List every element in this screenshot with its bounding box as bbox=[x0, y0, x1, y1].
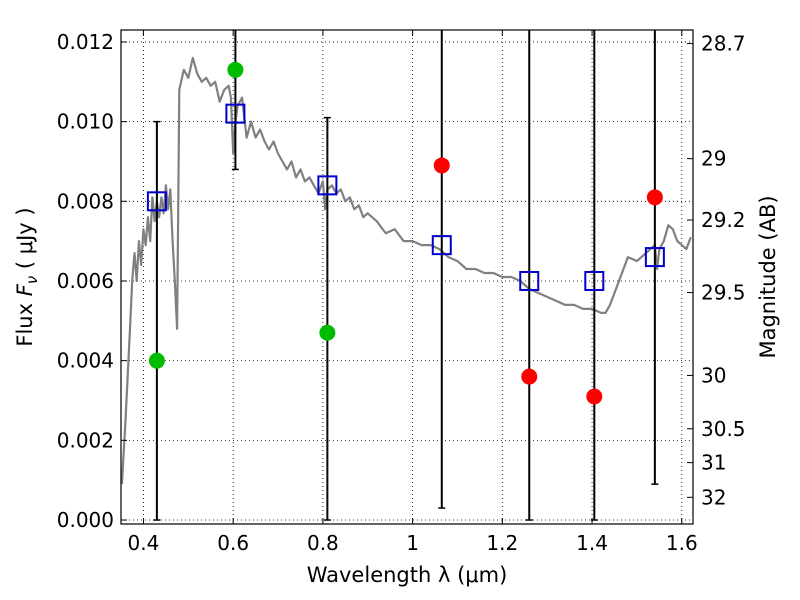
y2-axis-label: Magnitude (AB) bbox=[756, 195, 780, 358]
x-tick-label: 1.2 bbox=[486, 531, 518, 555]
x-axis-label: Wavelength λ (μm) bbox=[307, 563, 508, 587]
y2-tick-label: 29.2 bbox=[701, 208, 746, 232]
model-sed-line bbox=[121, 56, 692, 485]
x-tick-label: 1.6 bbox=[666, 531, 698, 555]
y-tick-label: 0.002 bbox=[57, 428, 114, 452]
x-tick-label: 0.6 bbox=[217, 531, 249, 555]
y-axis-label: Flux Fν ( μJy ) bbox=[13, 207, 41, 346]
x-tick-label: 0.8 bbox=[307, 531, 339, 555]
data-point-square bbox=[519, 270, 540, 291]
data-point-circle bbox=[646, 189, 663, 206]
data-point-circle bbox=[586, 388, 603, 405]
y-axis-label-suffix: ( μJy ) bbox=[13, 207, 37, 275]
x-tick-label: 1.4 bbox=[576, 531, 608, 555]
data-point-circle bbox=[521, 368, 538, 385]
data-point-square bbox=[431, 235, 452, 256]
y2-tick-label: 29 bbox=[701, 147, 726, 171]
plot-area bbox=[121, 30, 692, 521]
y-axis-label-sub: ν bbox=[23, 276, 41, 284]
y2-tick-label: 30.5 bbox=[701, 417, 746, 441]
x-axis: 0.4 0.6 0.8 1 1.2 1.4 1.6 bbox=[128, 30, 698, 555]
y-axis-label-prefix: Flux bbox=[13, 296, 37, 346]
y2-tick-label: 30 bbox=[701, 363, 726, 387]
data-point-circle bbox=[433, 157, 450, 174]
data-point-square bbox=[584, 270, 605, 291]
y-tick-label: 0.000 bbox=[57, 508, 114, 532]
y-tick-label: 0.006 bbox=[57, 269, 114, 293]
plot-frame bbox=[120, 29, 694, 525]
y2-tick-label: 31 bbox=[701, 451, 726, 475]
data-point-circle bbox=[227, 61, 244, 78]
data-point-circle bbox=[148, 352, 165, 369]
y2-axis: 28.7 29 29.2 29.5 30 30.5 31 32 bbox=[687, 32, 746, 509]
y2-tick-label: 32 bbox=[701, 485, 726, 509]
data-point-square bbox=[146, 191, 167, 212]
data-point-circle bbox=[319, 324, 336, 341]
y-tick-label: 0.004 bbox=[57, 349, 114, 373]
y2-tick-label: 28.7 bbox=[701, 32, 746, 56]
y-tick-label: 0.012 bbox=[57, 30, 114, 54]
data-point-square bbox=[644, 247, 665, 268]
data-point-square bbox=[317, 175, 338, 196]
x-tick-label: 0.4 bbox=[128, 531, 160, 555]
y-axis: 0.000 0.002 0.004 0.006 0.008 0.010 0.012 bbox=[57, 30, 127, 532]
grid bbox=[121, 30, 693, 524]
y-tick-label: 0.008 bbox=[57, 189, 114, 213]
data-point-square bbox=[225, 103, 246, 124]
y-axis-label-symbol: F bbox=[13, 283, 37, 296]
y-tick-label: 0.010 bbox=[57, 110, 114, 134]
x-tick-label: 1 bbox=[406, 531, 419, 555]
y2-tick-label: 29.5 bbox=[701, 281, 746, 305]
